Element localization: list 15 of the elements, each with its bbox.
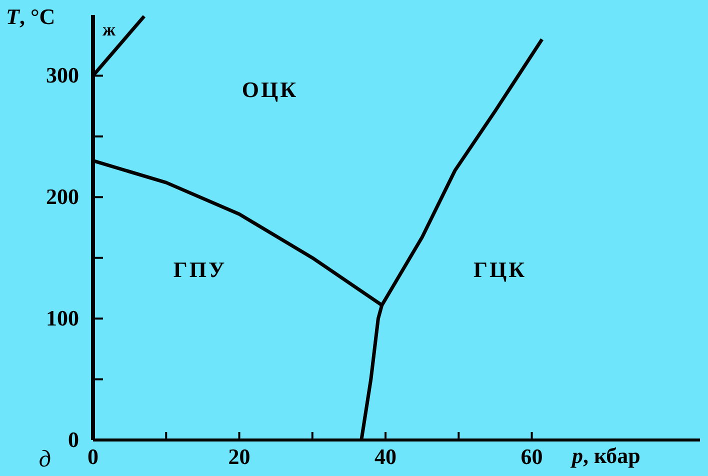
annotation: ОЦК — [242, 77, 298, 103]
x-tick-label: 40 — [374, 444, 397, 469]
x-tick-label: 0 — [88, 444, 98, 469]
annotation: ГЦК — [473, 257, 527, 283]
y-tick-label: 200 — [46, 184, 79, 210]
y-tick-label: 100 — [46, 306, 79, 331]
annotation: ж — [102, 20, 118, 40]
x-axis-title: p, кбар — [572, 443, 640, 469]
y-tick-label: 0 — [68, 427, 79, 452]
text: д — [38, 446, 54, 474]
y-axis-title: T, °C — [6, 4, 56, 30]
x-tick-label: 20 — [228, 444, 250, 469]
x-tick-label: 60 — [520, 444, 543, 469]
annotation: ГПУ — [173, 257, 227, 283]
y-tick-label: 300 — [46, 62, 79, 88]
